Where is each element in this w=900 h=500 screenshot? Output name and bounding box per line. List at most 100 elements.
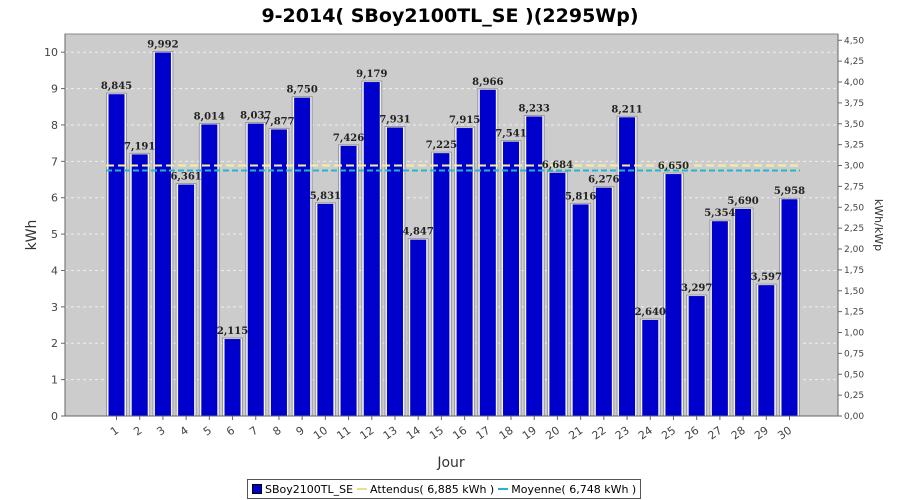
x-tick-label: 25: [659, 424, 678, 443]
value-label: 5,690: [727, 196, 758, 207]
x-tick-label: 2: [131, 424, 144, 439]
right-tick-label: 2,25: [844, 224, 864, 234]
legend-swatch-attendus: [357, 488, 368, 490]
value-label: 7,931: [379, 114, 410, 125]
value-label: 7,191: [124, 141, 155, 152]
legend-swatch-production: [252, 484, 262, 494]
legend-label-moyenne: Moyenne( 6,748 kWh ): [511, 482, 637, 496]
right-tick-label: 3,00: [844, 162, 864, 172]
left-tick-label: 10: [44, 46, 58, 59]
x-tick-label: 7: [247, 424, 260, 439]
left-tick-label: 0: [51, 410, 58, 423]
legend-label-production: SBoy2100TL_SE: [265, 482, 354, 496]
bar: [456, 128, 473, 416]
value-label: 7,426: [333, 133, 364, 144]
value-label: 2,115: [217, 326, 248, 337]
bar: [526, 116, 543, 416]
bar: [154, 52, 171, 416]
right-tick-label: 0,00: [844, 412, 864, 422]
bar: [340, 145, 357, 416]
bar: [131, 154, 148, 416]
right-tick-label: 2,00: [844, 245, 864, 255]
right-tick-label: 1,75: [844, 266, 864, 276]
x-tick-label: 22: [590, 424, 609, 443]
x-tick-label: 19: [520, 424, 539, 443]
legend-swatch-moyenne: [498, 488, 509, 490]
value-label: 7,541: [495, 129, 526, 140]
value-label: 6,650: [658, 161, 689, 172]
bar: [317, 203, 334, 416]
x-tick-label: 3: [154, 424, 167, 439]
right-tick-label: 0,50: [844, 370, 864, 380]
bar: [294, 97, 311, 417]
x-tick-label: 9: [294, 424, 307, 439]
x-tick-label: 12: [358, 424, 377, 443]
left-tick-label: 8: [51, 119, 58, 132]
bar: [201, 124, 218, 416]
x-axis-title: Jour: [436, 455, 465, 471]
value-label: 9,992: [147, 39, 178, 50]
left-tick-label: 2: [51, 337, 58, 350]
y-axis-title: kWh: [24, 220, 40, 251]
x-tick-label: 23: [613, 424, 632, 443]
x-tick-label: 20: [543, 424, 562, 443]
bar: [410, 239, 427, 416]
value-label: 8,750: [286, 85, 317, 96]
value-label: 8,233: [519, 103, 550, 114]
x-tick-label: 5: [201, 424, 214, 439]
value-label: 4,847: [403, 227, 434, 238]
x-tick-label: 18: [497, 424, 516, 443]
x-tick-label: 17: [474, 424, 493, 443]
bar: [386, 127, 403, 416]
right-tick-label: 4,00: [844, 78, 864, 88]
left-tick-label: 6: [51, 192, 58, 205]
bar: [665, 174, 682, 416]
value-label: 5,958: [774, 186, 805, 197]
bar: [247, 123, 264, 416]
bar: [711, 221, 728, 416]
x-tick-label: 1: [108, 424, 121, 439]
x-tick-label: 28: [729, 424, 748, 443]
right-tick-label: 3,75: [844, 99, 864, 109]
bar: [758, 285, 775, 416]
x-tick-label: 15: [427, 424, 446, 443]
bar: [503, 141, 520, 416]
bar: [224, 339, 241, 416]
value-label: 8,211: [611, 104, 642, 115]
bar: [688, 296, 705, 416]
right-tick-label: 1,25: [844, 308, 864, 318]
right-tick-label: 4,25: [844, 57, 864, 67]
x-tick-label: 24: [636, 424, 655, 443]
y-axis-right-title: kWh/kWp: [872, 199, 885, 251]
left-tick-label: 5: [51, 228, 58, 241]
right-tick-label: 1,50: [844, 287, 864, 297]
bar: [619, 117, 636, 416]
right-tick-label: 0,25: [844, 391, 864, 401]
left-tick-label: 9: [51, 83, 58, 96]
right-tick-label: 2,75: [844, 182, 864, 192]
legend-item-attendus: Attendus( 6,885 kWh ): [357, 483, 494, 496]
bar: [572, 204, 589, 416]
bar: [433, 153, 450, 416]
value-labels: 8,845 7,191 9,992 6,361 8,014 2,115 8,0377,877…: [101, 39, 805, 337]
bars: [106, 50, 800, 417]
x-tick-label: 10: [311, 424, 330, 443]
value-label: 8,845: [101, 81, 132, 92]
right-tick-label: 1,00: [844, 329, 864, 339]
value-label: 6,684: [542, 160, 573, 171]
x-tick-label: 26: [682, 424, 701, 443]
value-label: 5,816: [565, 191, 596, 202]
bar: [479, 89, 496, 416]
x-tick-label: 13: [381, 424, 400, 443]
legend-item-production: SBoy2100TL_SE: [252, 483, 353, 496]
x-tick-label: 14: [404, 424, 423, 443]
bar: [642, 319, 659, 416]
right-tick-label: 0,75: [844, 349, 864, 359]
x-tick-label: 21: [566, 424, 585, 443]
value-label: 5,831: [310, 191, 341, 202]
left-tick-label: 3: [51, 301, 58, 314]
value-label: 6,361: [170, 172, 201, 183]
left-tick-label: 1: [51, 374, 58, 387]
value-label: 5,354: [704, 208, 735, 219]
